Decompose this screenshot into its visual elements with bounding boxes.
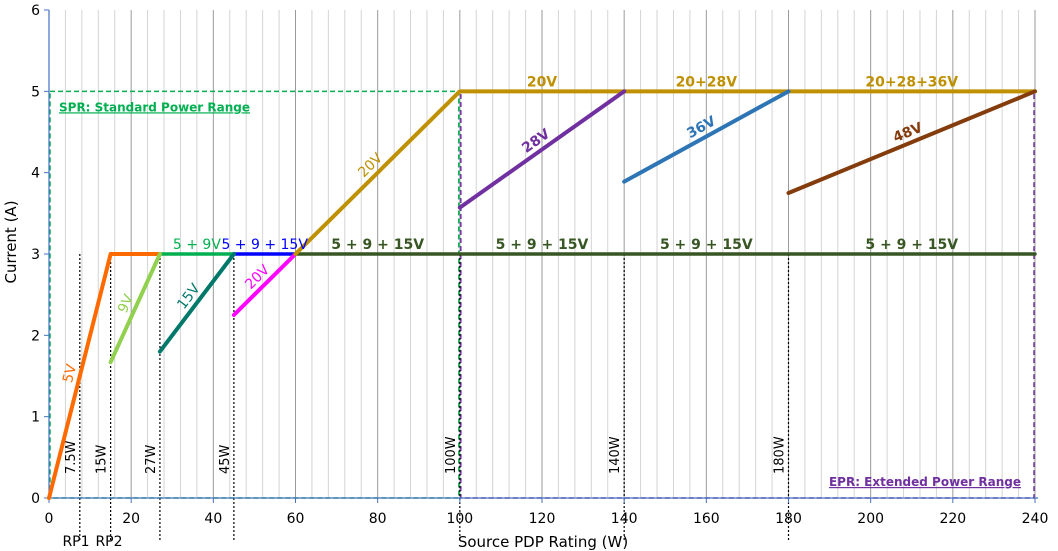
power-marker-label: 100W (444, 436, 459, 474)
series-line-20v (231, 252, 298, 317)
y-tick-label: 6 (31, 3, 40, 19)
series-label-20v: 20V (242, 262, 273, 293)
power-marker-label: 7.5W (64, 440, 79, 474)
region-voltage-label: 5 + 9 + 15V (865, 237, 958, 253)
series-label-20v: 20V (355, 150, 386, 181)
x-tick-label: 220 (939, 511, 966, 527)
series-lines (47, 89, 1037, 500)
power-markers: 7.5W 15W 27W 45W 100W 140W 180W (64, 254, 790, 540)
region-voltage-label: 5 + 9 + 15V (496, 237, 589, 253)
y-tick-label: 3 (31, 247, 40, 263)
epr-region-label: EPR: Extended Power Range (829, 475, 1021, 489)
x-tick-label: 60 (287, 511, 305, 527)
x-tick-label: 240 (1022, 511, 1049, 527)
region-voltage-label: 20+28V (676, 74, 738, 90)
y-tick-label: 0 (31, 491, 40, 507)
y-tick-label: 5 (31, 84, 40, 100)
spr-region-label: SPR: Standard Power Range (59, 100, 250, 114)
power-marker-label: 27W (144, 444, 159, 474)
power-marker-label: 180W (773, 436, 788, 474)
x-tick-label: 20 (122, 511, 140, 527)
series-line-28v (457, 89, 627, 210)
region-voltage-label: 20V (527, 74, 557, 90)
series-line-15v (157, 252, 236, 354)
region-voltage-label: 20+28+36V (865, 74, 958, 90)
y-axis-label: Current (A) (2, 200, 20, 283)
region-voltage-label: 5 + 9 + 15V (660, 237, 753, 253)
power-marker-label: 15W (95, 444, 110, 474)
series-label-9v: 9V (115, 292, 137, 316)
series-line-48v (786, 89, 1037, 195)
epr-region-box (460, 90, 1035, 499)
x-tick-label: 160 (693, 511, 720, 527)
series-line-36v (622, 89, 791, 184)
region-voltage-label: 5 + 9 + 15V (331, 237, 424, 253)
x-tick-label: 120 (529, 511, 556, 527)
x-tick-label: 200 (857, 511, 884, 527)
series-line-9v (108, 252, 162, 365)
x-tick-label: 100 (446, 511, 473, 527)
series-line-20v (293, 89, 1037, 256)
y-tick-label: 4 (31, 166, 40, 182)
segment-label: 5 + 9V (173, 237, 221, 253)
series-line-5v (47, 252, 162, 500)
rp2-label: RP2 (95, 534, 122, 550)
x-tick-label: 40 (204, 511, 222, 527)
x-tick-label: 180 (775, 511, 802, 527)
y-tick-label: 2 (31, 328, 40, 344)
x-tick-label: 140 (611, 511, 638, 527)
power-marker-label: 140W (608, 436, 623, 474)
y-tick-label: 1 (31, 410, 40, 426)
rp1-label: RP1 (62, 534, 89, 550)
x-tick-label: 0 (45, 511, 54, 527)
series-label-5v: 5V (60, 362, 80, 384)
x-tick-label: 80 (369, 511, 387, 527)
segment-label: 5 + 9 + 15V (221, 237, 308, 253)
power-marker-label: 45W (218, 444, 233, 474)
x-axis-label: Source PDP Rating (W) (458, 533, 628, 551)
